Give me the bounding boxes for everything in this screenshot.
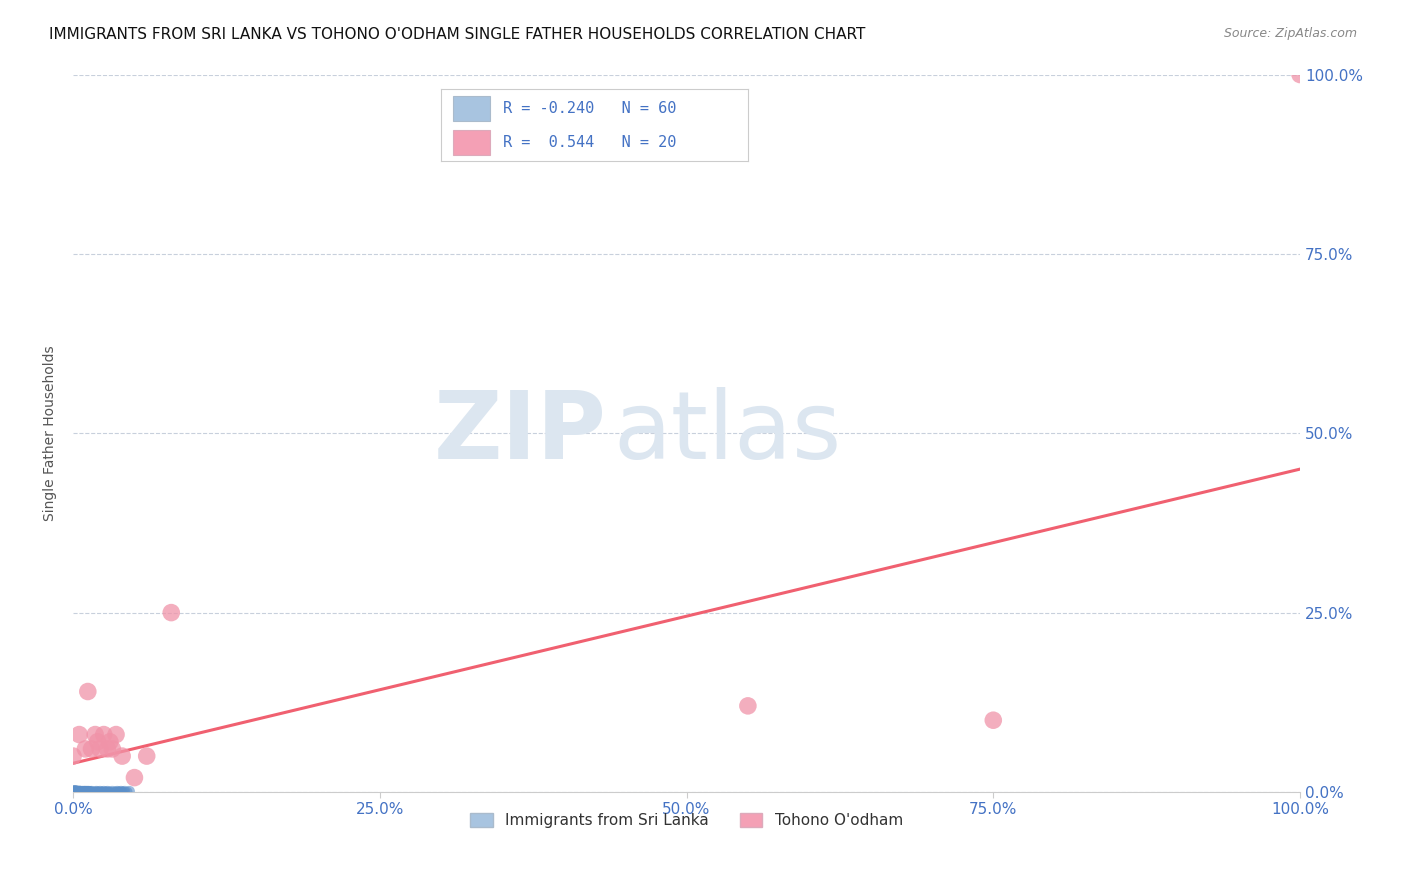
- Point: [981, 713, 1004, 727]
- Point: [67, 784, 90, 798]
- Point: [76, 684, 98, 698]
- Point: [62, 749, 84, 764]
- Point: [82, 785, 104, 799]
- Text: Source: ZipAtlas.com: Source: ZipAtlas.com: [1223, 27, 1357, 40]
- Point: [105, 785, 128, 799]
- Point: [86, 784, 108, 798]
- Point: [67, 728, 90, 742]
- Point: [66, 784, 89, 798]
- Point: [72, 784, 94, 798]
- Text: IMMIGRANTS FROM SRI LANKA VS TOHONO O'ODHAM SINGLE FATHER HOUSEHOLDS CORRELATION: IMMIGRANTS FROM SRI LANKA VS TOHONO O'OD…: [49, 27, 866, 42]
- Point: [89, 742, 111, 756]
- Point: [105, 784, 128, 798]
- Point: [111, 785, 134, 799]
- Point: [84, 785, 107, 799]
- Point: [107, 785, 129, 799]
- Point: [69, 785, 91, 799]
- Point: [90, 785, 112, 799]
- Point: [118, 784, 141, 798]
- Point: [66, 785, 89, 799]
- Point: [98, 735, 121, 749]
- Point: [96, 742, 118, 756]
- Point: [135, 749, 157, 764]
- Point: [77, 784, 100, 798]
- Point: [101, 742, 124, 756]
- Point: [66, 785, 89, 799]
- Point: [83, 785, 105, 799]
- Text: ZIP: ZIP: [434, 387, 607, 479]
- Point: [97, 785, 120, 799]
- Point: [80, 784, 103, 798]
- Point: [80, 742, 103, 756]
- Point: [112, 785, 135, 799]
- Legend: Immigrants from Sri Lanka, Tohono O'odham: Immigrants from Sri Lanka, Tohono O'odha…: [464, 807, 910, 835]
- Point: [65, 785, 87, 799]
- Point: [114, 784, 136, 798]
- Point: [63, 783, 86, 797]
- Point: [84, 728, 107, 742]
- Text: atlas: atlas: [613, 387, 841, 479]
- Point: [75, 785, 97, 799]
- Point: [73, 784, 96, 798]
- Point: [76, 785, 98, 799]
- Point: [79, 785, 101, 799]
- Point: [65, 784, 87, 798]
- Point: [94, 785, 117, 799]
- Point: [89, 784, 111, 798]
- Point: [69, 784, 91, 798]
- Point: [62, 784, 84, 798]
- Point: [93, 728, 115, 742]
- Point: [1289, 68, 1312, 82]
- Point: [75, 784, 97, 798]
- Point: [62, 785, 84, 799]
- Point: [66, 784, 89, 798]
- Point: [87, 785, 110, 799]
- Point: [75, 742, 97, 756]
- Point: [160, 606, 183, 620]
- Point: [96, 785, 118, 799]
- Point: [70, 785, 93, 799]
- Point: [104, 785, 127, 799]
- Point: [105, 728, 128, 742]
- Point: [65, 783, 87, 797]
- Point: [77, 785, 100, 799]
- Point: [63, 785, 86, 799]
- Point: [124, 771, 146, 785]
- Point: [91, 785, 114, 799]
- Point: [737, 698, 759, 713]
- Point: [93, 784, 115, 798]
- Point: [72, 785, 94, 799]
- Point: [70, 784, 93, 798]
- Point: [73, 785, 96, 799]
- Point: [76, 784, 98, 798]
- Point: [67, 785, 90, 799]
- Point: [80, 785, 103, 799]
- Point: [111, 749, 134, 764]
- Point: [86, 785, 108, 799]
- Point: [115, 785, 138, 799]
- Point: [101, 784, 124, 798]
- Point: [76, 784, 98, 798]
- Point: [63, 784, 86, 798]
- Y-axis label: Single Father Households: Single Father Households: [44, 345, 58, 521]
- Point: [86, 735, 108, 749]
- Point: [76, 785, 98, 799]
- Point: [96, 784, 118, 798]
- Point: [110, 784, 132, 798]
- Point: [108, 785, 131, 799]
- Point: [98, 785, 121, 799]
